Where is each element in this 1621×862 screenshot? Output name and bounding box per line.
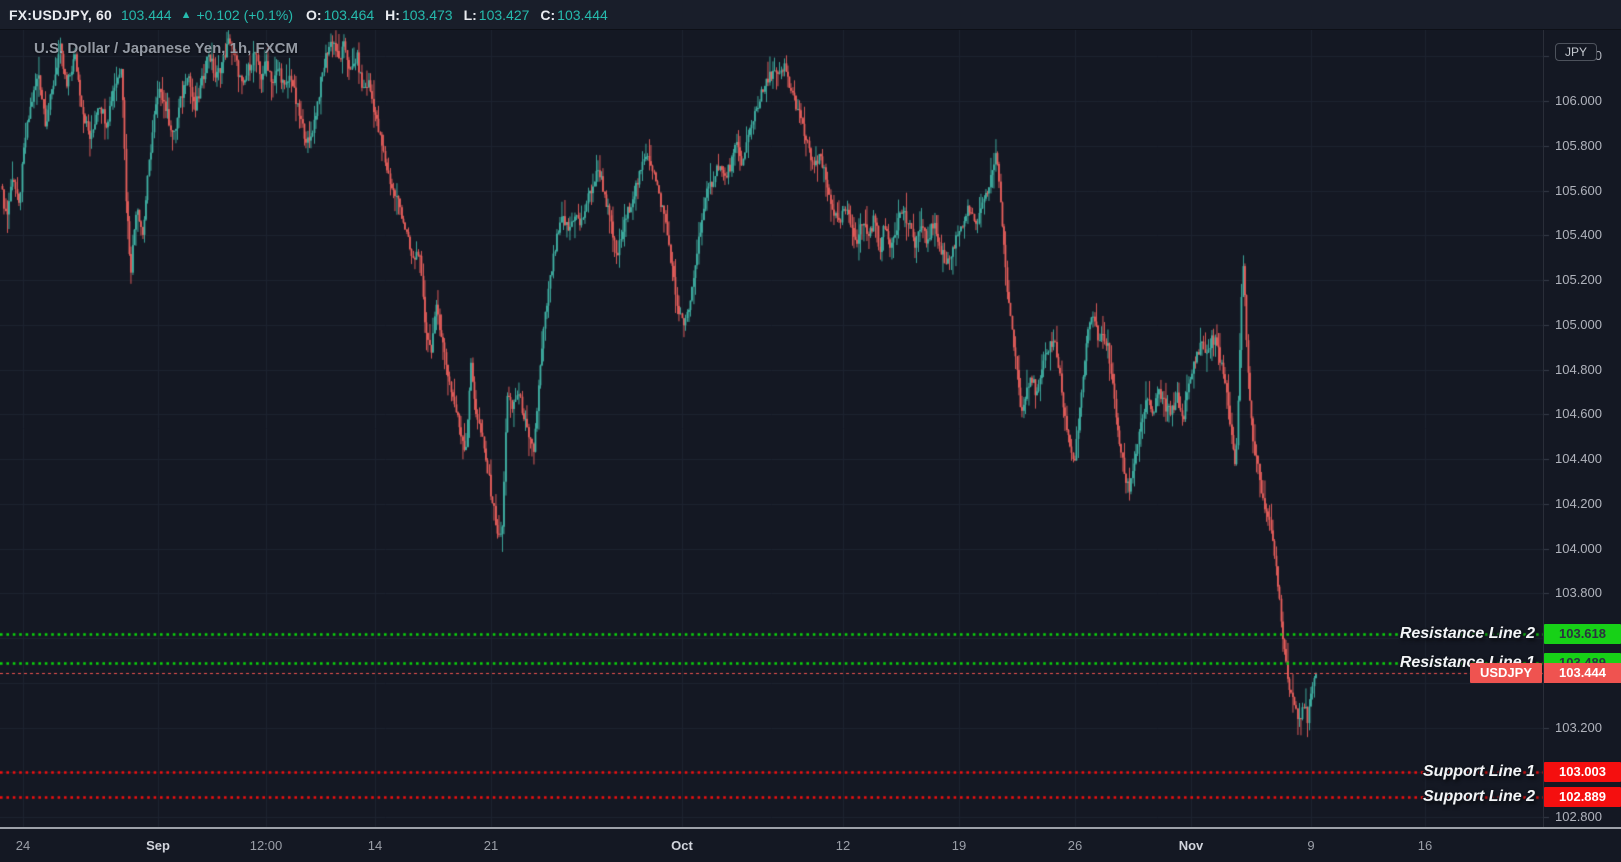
price-change: +0.102 (+0.1%) [196,6,293,23]
time-axis-label: 12:00 [249,838,283,853]
chart-pane[interactable]: U.S. Dollar / Japanese Yen, 1h, FXCM 106… [0,30,1621,862]
pane-title: U.S. Dollar / Japanese Yen, 1h, FXCM [34,40,298,57]
price-axis-label: 105.000 [1555,316,1602,332]
symbol-price-label[interactable]: USDJPY [1469,663,1542,684]
time-axis-label: 21 [483,838,499,853]
ohlc-values: O: 103.464 H: 103.473 L: 103.427 C: 103.… [306,7,617,23]
price-axis-label: 105.400 [1555,227,1602,243]
price-axis-label: 103.200 [1555,719,1602,735]
time-axis-label: 12 [835,838,851,853]
price-axis-label: 104.800 [1555,361,1602,377]
resistance-price-badge[interactable]: 103.618 [1544,624,1621,645]
time-axis-label: 16 [1417,838,1433,853]
price-axis-label: 105.800 [1555,137,1602,153]
open-value: 103.464 [323,6,375,23]
time-axis-label: 26 [1067,838,1083,853]
support-price-badge[interactable]: 102.889 [1544,787,1621,808]
close-value: 103.444 [557,6,608,23]
time-axis-label: 14 [367,838,383,853]
time-axis-label: 19 [951,838,967,853]
change-up-arrow-icon: ▲ [180,8,192,21]
price-axis-label: 104.400 [1555,451,1602,467]
current-price-badge[interactable]: 103.444 [1544,663,1621,684]
price-axis-label: 105.200 [1555,272,1602,288]
resistance-line-label[interactable]: Resistance Line 2 [1399,625,1535,643]
price-axis-label: 105.600 [1555,182,1602,198]
price-axis-label: 103.800 [1555,585,1602,601]
candlestick-chart[interactable] [0,30,1621,862]
high-value: 103.473 [401,6,453,23]
low-label: L: [463,6,477,23]
support-price-badge[interactable]: 103.003 [1544,761,1621,782]
price-axis-label: 104.000 [1555,540,1602,556]
pane-separator [0,827,1621,829]
high-label: H: [385,6,400,23]
time-axis-label: 24 [15,838,31,853]
low-value: 103.427 [478,6,530,23]
time-axis-label: 9 [1307,838,1315,853]
price-axis-label: 102.800 [1555,809,1602,825]
time-axis-label: Oct [671,838,693,853]
time-axis-label: Nov [1178,838,1204,853]
time-axis-label: Sep [146,838,170,853]
close-label: C: [540,6,556,23]
currency-unit-button[interactable]: JPY [1555,43,1598,61]
last-price: 103.444 [120,6,172,23]
support-line-label[interactable]: Support Line 2 [1423,788,1535,806]
symbol-info-bar: FX:USDJPY, 60 103.444 ▲ +0.102 (+0.1%) O… [0,0,1621,30]
price-axis-border [1543,30,1544,827]
price-axis-label: 106.000 [1555,93,1602,108]
price-axis-label: 104.600 [1555,406,1602,422]
symbol-name[interactable]: FX:USDJPY, 60 [9,6,112,23]
price-axis-label: 104.200 [1555,495,1602,511]
open-label: O: [306,6,322,23]
support-line-label[interactable]: Support Line 1 [1423,762,1535,780]
